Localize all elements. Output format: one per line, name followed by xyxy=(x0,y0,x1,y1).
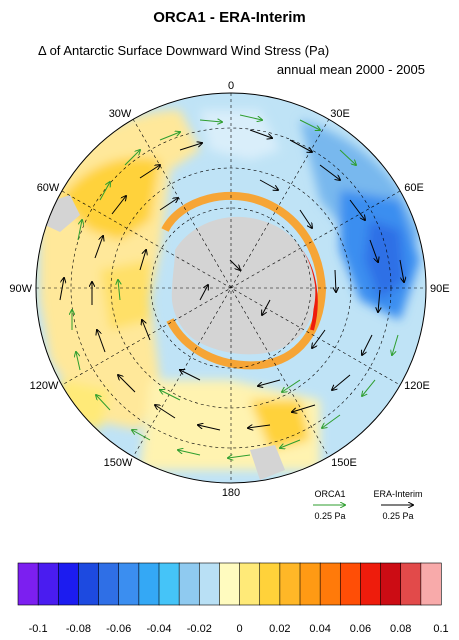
lon-label-90w: 90W xyxy=(9,283,32,295)
vector-legend: ORCA1 0.25 Pa ERA-Interim 0.25 Pa xyxy=(313,489,423,521)
colorbar: -0.1 -0.08 -0.06 -0.04 -0.02 0 0.02 0.04 0.06 0.0… xyxy=(17,562,449,635)
lon-label-60e: 60E xyxy=(404,182,424,194)
era-legend-label: ERA-Interim xyxy=(373,489,422,499)
lon-label-0: 0 xyxy=(228,80,234,92)
colorbar-tick-label: -0.1 xyxy=(29,623,48,635)
orca-legend-label: ORCA1 xyxy=(314,489,345,499)
orca-vectors xyxy=(72,114,399,458)
variable-title: Δ of Antarctic Surface Downward Wind Str… xyxy=(38,43,330,58)
time-period-label: annual mean 2000 - 2005 xyxy=(276,62,425,77)
lon-label-60w: 60W xyxy=(37,182,60,194)
lon-label-150w: 150W xyxy=(104,457,133,469)
colorbar-swatch xyxy=(37,562,59,606)
colorbar-swatch xyxy=(239,562,261,606)
colorbar-tick-label: -0.06 xyxy=(106,623,131,635)
colorbar-tick-label: -0.04 xyxy=(146,623,171,635)
colorbar-tick-label: 0.08 xyxy=(390,623,411,635)
colorbar-swatch xyxy=(158,562,180,606)
colorbar-swatch xyxy=(380,562,402,606)
colorbar-swatch xyxy=(57,562,80,606)
colorbar-swatch xyxy=(178,562,200,606)
colorbar-swatch xyxy=(98,562,120,606)
lon-label-120e: 120E xyxy=(404,380,430,392)
colorbar-swatch xyxy=(279,562,301,606)
colorbar-swatch xyxy=(259,562,281,606)
wind-vectors xyxy=(59,114,404,458)
colorbar-tick-label: -0.02 xyxy=(187,623,212,635)
colorbar-swatch xyxy=(400,562,422,606)
lon-label-90e: 90E xyxy=(430,283,450,295)
lon-label-180: 180 xyxy=(222,487,240,499)
colorbar-swatch xyxy=(138,562,160,606)
colorbar-swatch xyxy=(219,562,241,606)
lon-label-150e: 150E xyxy=(331,457,357,469)
colorbar-swatch xyxy=(118,562,140,606)
colorbar-tick-label: -0.08 xyxy=(66,623,91,635)
antarctica-landmass xyxy=(171,216,316,355)
lon-label-30e: 30E xyxy=(330,108,350,120)
colorbar-swatch xyxy=(299,562,321,606)
era-legend-scale: 0.25 Pa xyxy=(382,511,413,521)
colorbar-swatch xyxy=(420,562,442,606)
colorbar-swatch xyxy=(360,562,382,606)
figure-title: ORCA1 - ERA-Interim xyxy=(153,9,306,26)
colorbar-tick-label: 0.04 xyxy=(309,623,330,635)
era-vectors xyxy=(59,129,404,430)
field-shading xyxy=(40,110,420,470)
colorbar-tick-label: 0.02 xyxy=(269,623,290,635)
colorbar-tick-label: 0 xyxy=(237,623,243,635)
new-zealand-landmass xyxy=(250,445,285,480)
graticule xyxy=(36,93,426,483)
lon-label-30w: 30W xyxy=(109,108,132,120)
orca-legend-scale: 0.25 Pa xyxy=(314,511,345,521)
colorbar-swatch xyxy=(17,562,39,606)
colorbar-tick-label: 0.06 xyxy=(350,623,371,635)
colorbar-swatch xyxy=(78,562,100,606)
map-border xyxy=(35,92,427,484)
colorbar-swatch xyxy=(339,562,362,606)
colorbar-tick-label: 0.1 xyxy=(433,623,448,635)
colorbar-swatch xyxy=(319,562,341,606)
polar-map xyxy=(36,93,426,483)
lon-label-120w: 120W xyxy=(30,380,59,392)
colorbar-swatch xyxy=(198,562,221,606)
